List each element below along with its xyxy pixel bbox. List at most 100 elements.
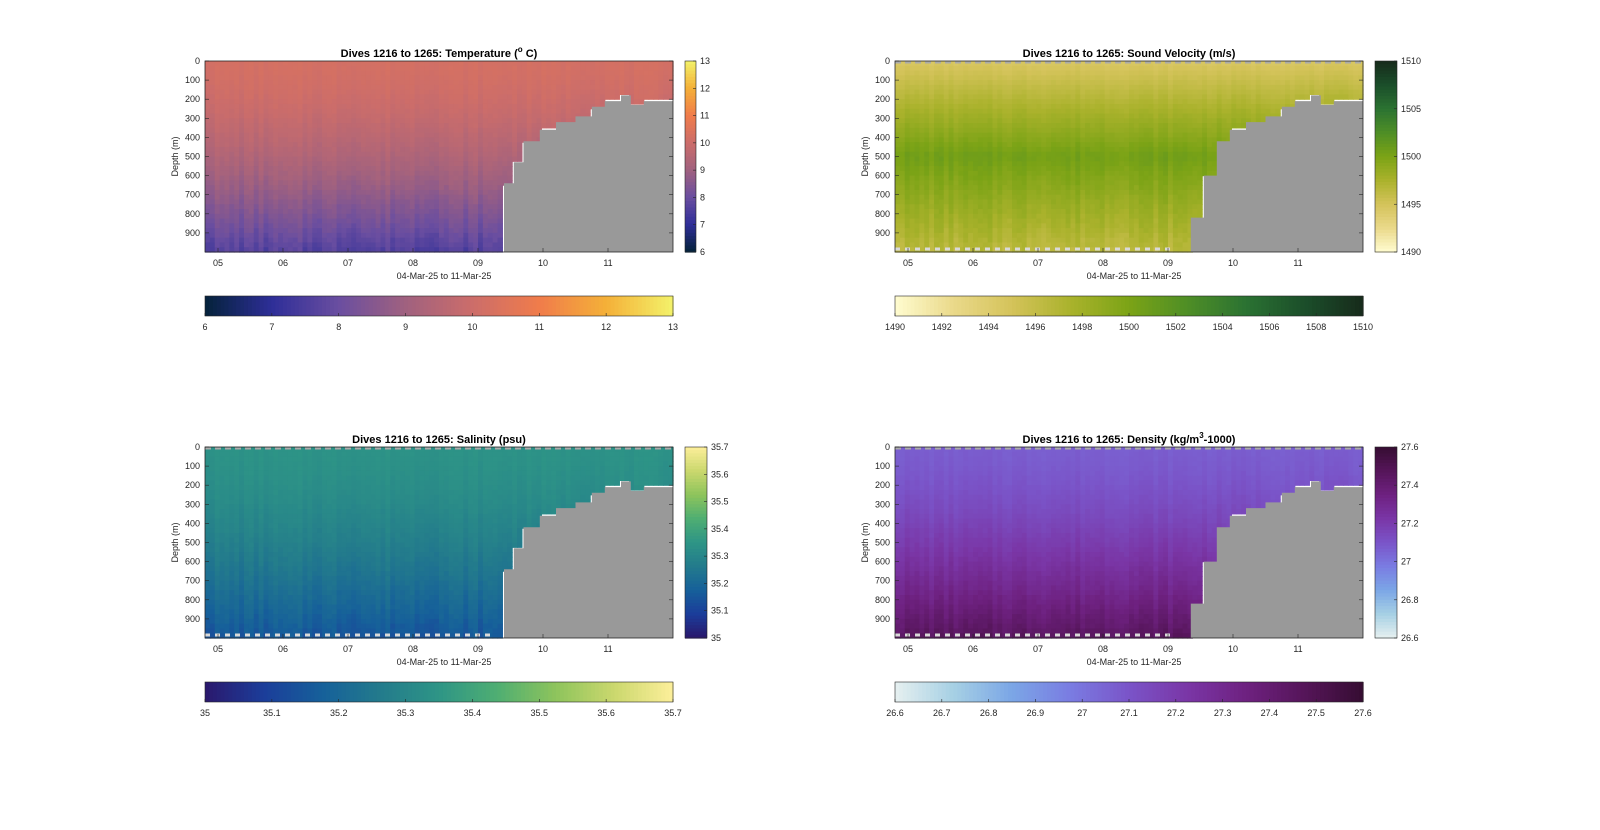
heatmap-cell bbox=[992, 65, 998, 72]
heatmap-cell bbox=[914, 189, 920, 196]
heatmap-cell bbox=[419, 123, 425, 129]
heatmap-cell bbox=[502, 108, 508, 115]
heatmap-cell bbox=[253, 247, 260, 253]
heatmap-cell bbox=[1099, 223, 1106, 229]
heatmap-cell bbox=[473, 204, 479, 210]
heatmap-cell bbox=[963, 113, 969, 119]
heatmap-cell bbox=[346, 123, 352, 129]
heatmap-cell bbox=[322, 161, 328, 167]
heatmap-cell bbox=[487, 223, 494, 229]
heatmap-cell bbox=[1119, 108, 1125, 115]
heatmap-cell bbox=[443, 194, 450, 201]
heatmap-cell bbox=[209, 89, 216, 96]
heatmap-cell bbox=[214, 61, 221, 67]
heatmap-cell bbox=[919, 75, 925, 81]
heatmap-cell bbox=[336, 123, 343, 129]
heatmap-cell bbox=[919, 132, 925, 139]
heatmap-cell bbox=[1055, 99, 1062, 105]
heatmap-cell bbox=[419, 218, 425, 224]
heatmap-cell bbox=[473, 142, 479, 148]
heatmap-cell bbox=[968, 118, 974, 124]
heatmap-cell bbox=[365, 180, 372, 186]
heatmap-cell bbox=[1090, 161, 1096, 167]
heatmap-cell bbox=[468, 170, 474, 177]
heatmap-cell bbox=[229, 218, 235, 224]
y-tick-label: 500 bbox=[185, 152, 200, 162]
heatmap-cell bbox=[512, 118, 518, 124]
heatmap-cell bbox=[997, 146, 1003, 153]
heatmap-cell bbox=[1080, 170, 1086, 177]
heatmap-cell bbox=[302, 80, 308, 86]
heatmap-cell bbox=[322, 166, 328, 172]
heatmap-cell bbox=[385, 189, 391, 196]
heatmap-cell bbox=[546, 99, 552, 105]
heatmap-cell bbox=[977, 89, 984, 96]
colorbar-swatch bbox=[220, 296, 226, 316]
heatmap-cell bbox=[312, 242, 318, 248]
heatmap-cell bbox=[478, 113, 484, 119]
heatmap-cell bbox=[439, 142, 445, 148]
heatmap-cell bbox=[997, 113, 1003, 119]
heatmap-cell bbox=[1021, 213, 1028, 220]
heatmap-cell bbox=[1007, 75, 1013, 81]
colorbar-swatch bbox=[540, 296, 545, 316]
heatmap-cell bbox=[1060, 194, 1067, 201]
heatmap-cell bbox=[1099, 232, 1106, 239]
heatmap-cell bbox=[958, 232, 964, 239]
heatmap-cell bbox=[919, 108, 925, 115]
heatmap-cell bbox=[973, 142, 979, 148]
heatmap-cell bbox=[502, 61, 508, 67]
heatmap-cell bbox=[663, 80, 669, 86]
heatmap-cell bbox=[1046, 232, 1052, 239]
heatmap-cell bbox=[604, 70, 611, 76]
heatmap-cell bbox=[531, 99, 538, 105]
heatmap-cell bbox=[258, 247, 265, 253]
heatmap-cell bbox=[1075, 185, 1081, 191]
heatmap-cell bbox=[214, 127, 221, 134]
heatmap-cell bbox=[375, 223, 382, 229]
heatmap-cell bbox=[419, 127, 425, 134]
colorbar-swatch bbox=[685, 83, 696, 88]
heatmap-cell bbox=[380, 156, 386, 162]
heatmap-cell bbox=[987, 223, 994, 229]
heatmap-cell bbox=[934, 132, 940, 139]
heatmap-cell bbox=[1119, 61, 1125, 67]
heatmap-cell bbox=[895, 118, 901, 124]
heatmap-cell bbox=[375, 156, 382, 162]
heatmap-cell bbox=[924, 142, 930, 148]
heatmap-cell bbox=[380, 199, 386, 205]
heatmap-cell bbox=[395, 70, 401, 76]
heatmap-cell bbox=[307, 189, 313, 196]
heatmap-cell bbox=[468, 113, 474, 119]
heatmap-cell bbox=[1090, 194, 1096, 201]
heatmap-cell bbox=[292, 80, 299, 86]
heatmap-cell bbox=[1085, 146, 1091, 153]
heatmap-cell bbox=[400, 84, 406, 91]
heatmap-cell bbox=[400, 213, 406, 220]
heatmap-cell bbox=[224, 75, 230, 81]
heatmap-cell bbox=[463, 232, 469, 239]
heatmap-cell bbox=[1070, 94, 1076, 100]
heatmap-cell bbox=[531, 113, 538, 119]
heatmap-cell bbox=[599, 75, 606, 81]
heatmap-cell bbox=[502, 170, 508, 177]
heatmap-cell bbox=[214, 223, 221, 229]
heatmap-cell bbox=[322, 199, 328, 205]
heatmap-cell bbox=[365, 94, 372, 100]
heatmap-cell bbox=[468, 242, 474, 248]
heatmap-cell bbox=[1007, 194, 1013, 201]
heatmap-cell bbox=[365, 103, 372, 110]
heatmap-cell bbox=[268, 70, 274, 76]
heatmap-cell bbox=[380, 84, 386, 91]
heatmap-cell bbox=[992, 137, 998, 143]
heatmap-cell bbox=[638, 65, 645, 72]
heatmap-cell bbox=[356, 137, 362, 143]
heatmap-cell bbox=[507, 89, 513, 96]
heatmap-cell bbox=[1055, 118, 1062, 124]
heatmap-cell bbox=[938, 189, 945, 196]
heatmap-cell bbox=[929, 194, 935, 201]
heatmap-cell bbox=[502, 94, 508, 100]
heatmap-cell bbox=[492, 99, 499, 105]
heatmap-cell bbox=[585, 65, 591, 72]
heatmap-cell bbox=[958, 166, 964, 172]
